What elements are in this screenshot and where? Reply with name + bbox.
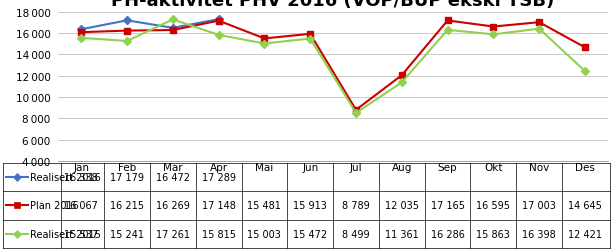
Text: 15 815: 15 815 [201,229,236,239]
Text: 12 421: 12 421 [568,229,602,239]
Text: 11 361: 11 361 [385,229,419,239]
Text: 17 003: 17 003 [523,201,556,210]
Realisert 2015 [581,70,589,73]
Text: 16 215: 16 215 [110,201,144,210]
Text: Realisert 2015: Realisert 2015 [30,229,101,239]
Text: 16 595: 16 595 [476,201,510,210]
Text: 12 035: 12 035 [385,201,419,210]
Text: 16 398: 16 398 [523,229,556,239]
Text: 15 913: 15 913 [293,201,327,210]
Realisert 2016 [215,18,222,22]
Text: 16 067: 16 067 [64,201,98,210]
Text: 16 286: 16 286 [430,229,465,239]
Text: Realisert 2016: Realisert 2016 [30,172,101,182]
Text: 16 338: 16 338 [64,172,98,182]
Text: 17 261: 17 261 [156,229,190,239]
Text: 17 289: 17 289 [201,172,236,182]
Text: 15 481: 15 481 [247,201,281,210]
Realisert 2015 [215,34,222,37]
Realisert 2015 [169,19,176,22]
Plan 2016 [352,109,360,112]
Text: 16 472: 16 472 [156,172,190,182]
Plan 2016 [169,30,176,32]
Realisert 2015 [535,28,543,31]
Plan 2016 [490,26,497,29]
Text: 15 472: 15 472 [293,229,327,239]
Text: 15 003: 15 003 [247,229,281,239]
Realisert 2016 [123,20,131,23]
Plan 2016 [444,20,451,23]
Text: 15 537: 15 537 [64,229,98,239]
Realisert 2016 [77,29,85,32]
Realisert 2015 [306,38,314,41]
Realisert 2015 [444,29,451,32]
Plan 2016 [215,20,222,23]
Realisert 2015 [77,37,85,40]
Text: 15 863: 15 863 [476,229,510,239]
Text: 15 241: 15 241 [110,229,144,239]
Text: 17 148: 17 148 [201,201,236,210]
Text: 14 645: 14 645 [568,201,602,210]
Text: 17 179: 17 179 [110,172,144,182]
Plan 2016 [77,32,85,34]
Plan 2016 [306,33,314,36]
Realisert 2015 [352,112,360,115]
Plan 2016 [123,30,131,33]
Text: 8 789: 8 789 [342,201,370,210]
Line: Realisert 2016: Realisert 2016 [79,17,222,33]
Text: 16 269: 16 269 [156,201,190,210]
Line: Plan 2016: Plan 2016 [79,18,588,113]
Plan 2016 [261,38,268,41]
Text: 8 499: 8 499 [342,229,370,239]
Realisert 2016 [169,27,176,30]
Line: Realisert 2015: Realisert 2015 [79,18,588,116]
Plan 2016 [535,22,543,25]
Text: 17 165: 17 165 [430,201,465,210]
Realisert 2015 [398,82,405,84]
Realisert 2015 [261,43,268,46]
Plan 2016 [398,74,405,78]
Title: PH-aktivitet PHV 2016 (VOP/BUP ekskl TSB): PH-aktivitet PHV 2016 (VOP/BUP ekskl TSB… [112,0,554,10]
Text: Plan 2016: Plan 2016 [30,201,79,210]
Realisert 2015 [490,34,497,37]
Realisert 2015 [123,40,131,43]
Plan 2016 [581,47,589,50]
